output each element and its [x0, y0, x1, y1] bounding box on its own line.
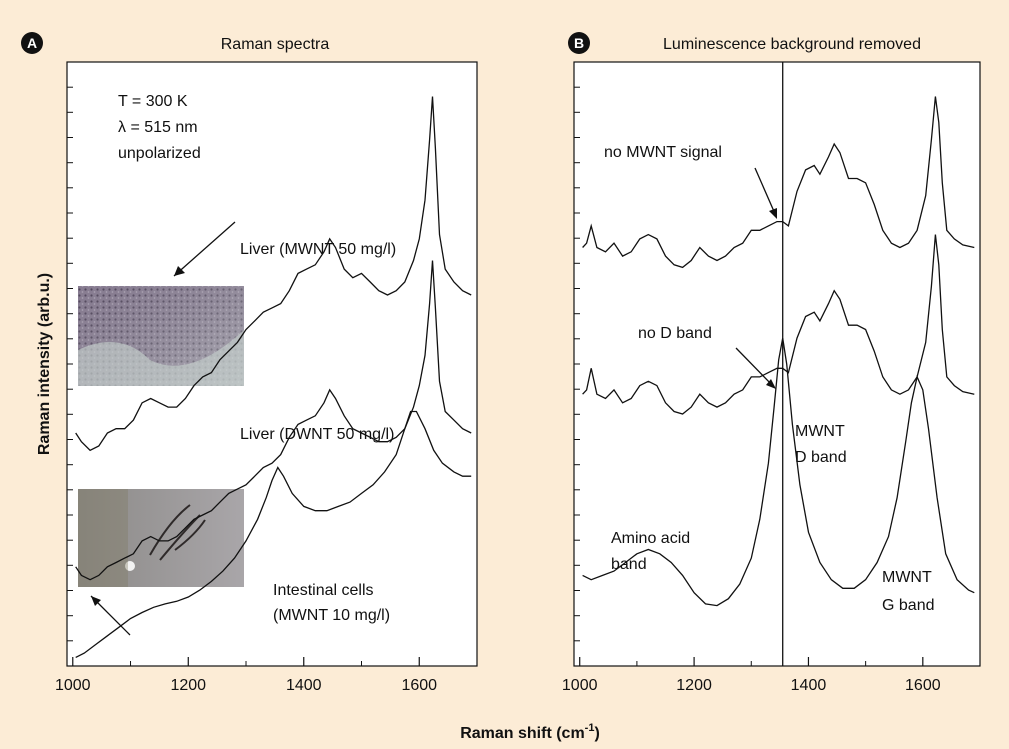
- panel-a-x-tick-label: 1200: [170, 677, 206, 694]
- svg-text:B: B: [574, 35, 584, 51]
- label-intestinal-cells: Intestinal cells: [273, 582, 374, 599]
- label-mwnt-d-2: D band: [795, 449, 847, 466]
- panel-b-curves: [582, 96, 975, 607]
- label-amino-acid-1: Amino acid: [611, 530, 690, 547]
- label-intestinal-cells-conc: (MWNT 10 mg/l): [273, 607, 390, 624]
- label-liver-dwnt: Liver (DWNT 50 mg/l): [240, 426, 394, 443]
- label-amino-acid-2: band: [611, 556, 647, 573]
- panel-b-spectrum-0: [582, 96, 975, 269]
- panel-b-x-tick-label: 1600: [905, 677, 941, 694]
- polarization-annotation: unpolarized: [118, 145, 201, 162]
- panel-b-x-tick-label: 1200: [676, 677, 712, 694]
- panel-b-x-tick-label: 1400: [791, 677, 827, 694]
- panel-a-spectrum-1: [75, 260, 472, 581]
- x-axis-label: Raman shift (cm-1): [460, 722, 600, 742]
- liver-micrograph-inset: [78, 286, 244, 386]
- panel-a-x-tick-label: 1600: [401, 677, 437, 694]
- panel-b-spectrum-1: [582, 234, 975, 415]
- panel-a-title: Raman spectra: [221, 36, 330, 53]
- label-liver-mwnt: Liver (MWNT 50 mg/l): [240, 241, 396, 258]
- panel-b-spectrum-2: [582, 337, 975, 607]
- label-no-d-band: no D band: [638, 325, 712, 342]
- temperature-annotation: T = 300 K: [118, 93, 188, 110]
- arrowhead-no-d-band: [766, 379, 776, 389]
- panel-a-badge: A: [21, 32, 43, 54]
- arrow-no-mwnt: [754, 167, 777, 217]
- panel-a-x-tick-label: 1000: [55, 677, 91, 694]
- panel-b-ticks: 1000 1200 1400 1600: [562, 86, 981, 694]
- wavelength-annotation: λ = 515 nm: [118, 119, 198, 136]
- svg-text:A: A: [27, 35, 37, 51]
- arrowhead-intestinal: [91, 596, 101, 606]
- panel-b-frame: [573, 61, 981, 667]
- panel-a-spectrum-2: [75, 410, 472, 658]
- y-axis-label: Raman intensity (arb.u.): [36, 273, 53, 455]
- arrow-liver: [173, 221, 236, 277]
- label-mwnt-g-1: MWNT: [882, 569, 932, 586]
- panel-a-spectrum-0: [75, 96, 472, 452]
- panel-a-x-tick-label: 1400: [286, 677, 322, 694]
- panel-a-curves: [75, 96, 472, 658]
- panel-b-x-tick-label: 1000: [562, 677, 598, 694]
- arrowhead-liver: [174, 266, 185, 276]
- panel-b-title: Luminescence background removed: [663, 36, 921, 53]
- arrowhead-no-mwnt: [769, 208, 777, 219]
- arrow-no-d-band: [735, 347, 774, 387]
- panel-a-ticks: 1000 1200 1400 1600: [55, 86, 478, 694]
- panel-b-badge: B: [568, 32, 590, 54]
- label-mwnt-g-2: G band: [882, 597, 934, 614]
- label-no-mwnt-signal: no MWNT signal: [604, 144, 722, 161]
- label-mwnt-d-1: MWNT: [795, 423, 845, 440]
